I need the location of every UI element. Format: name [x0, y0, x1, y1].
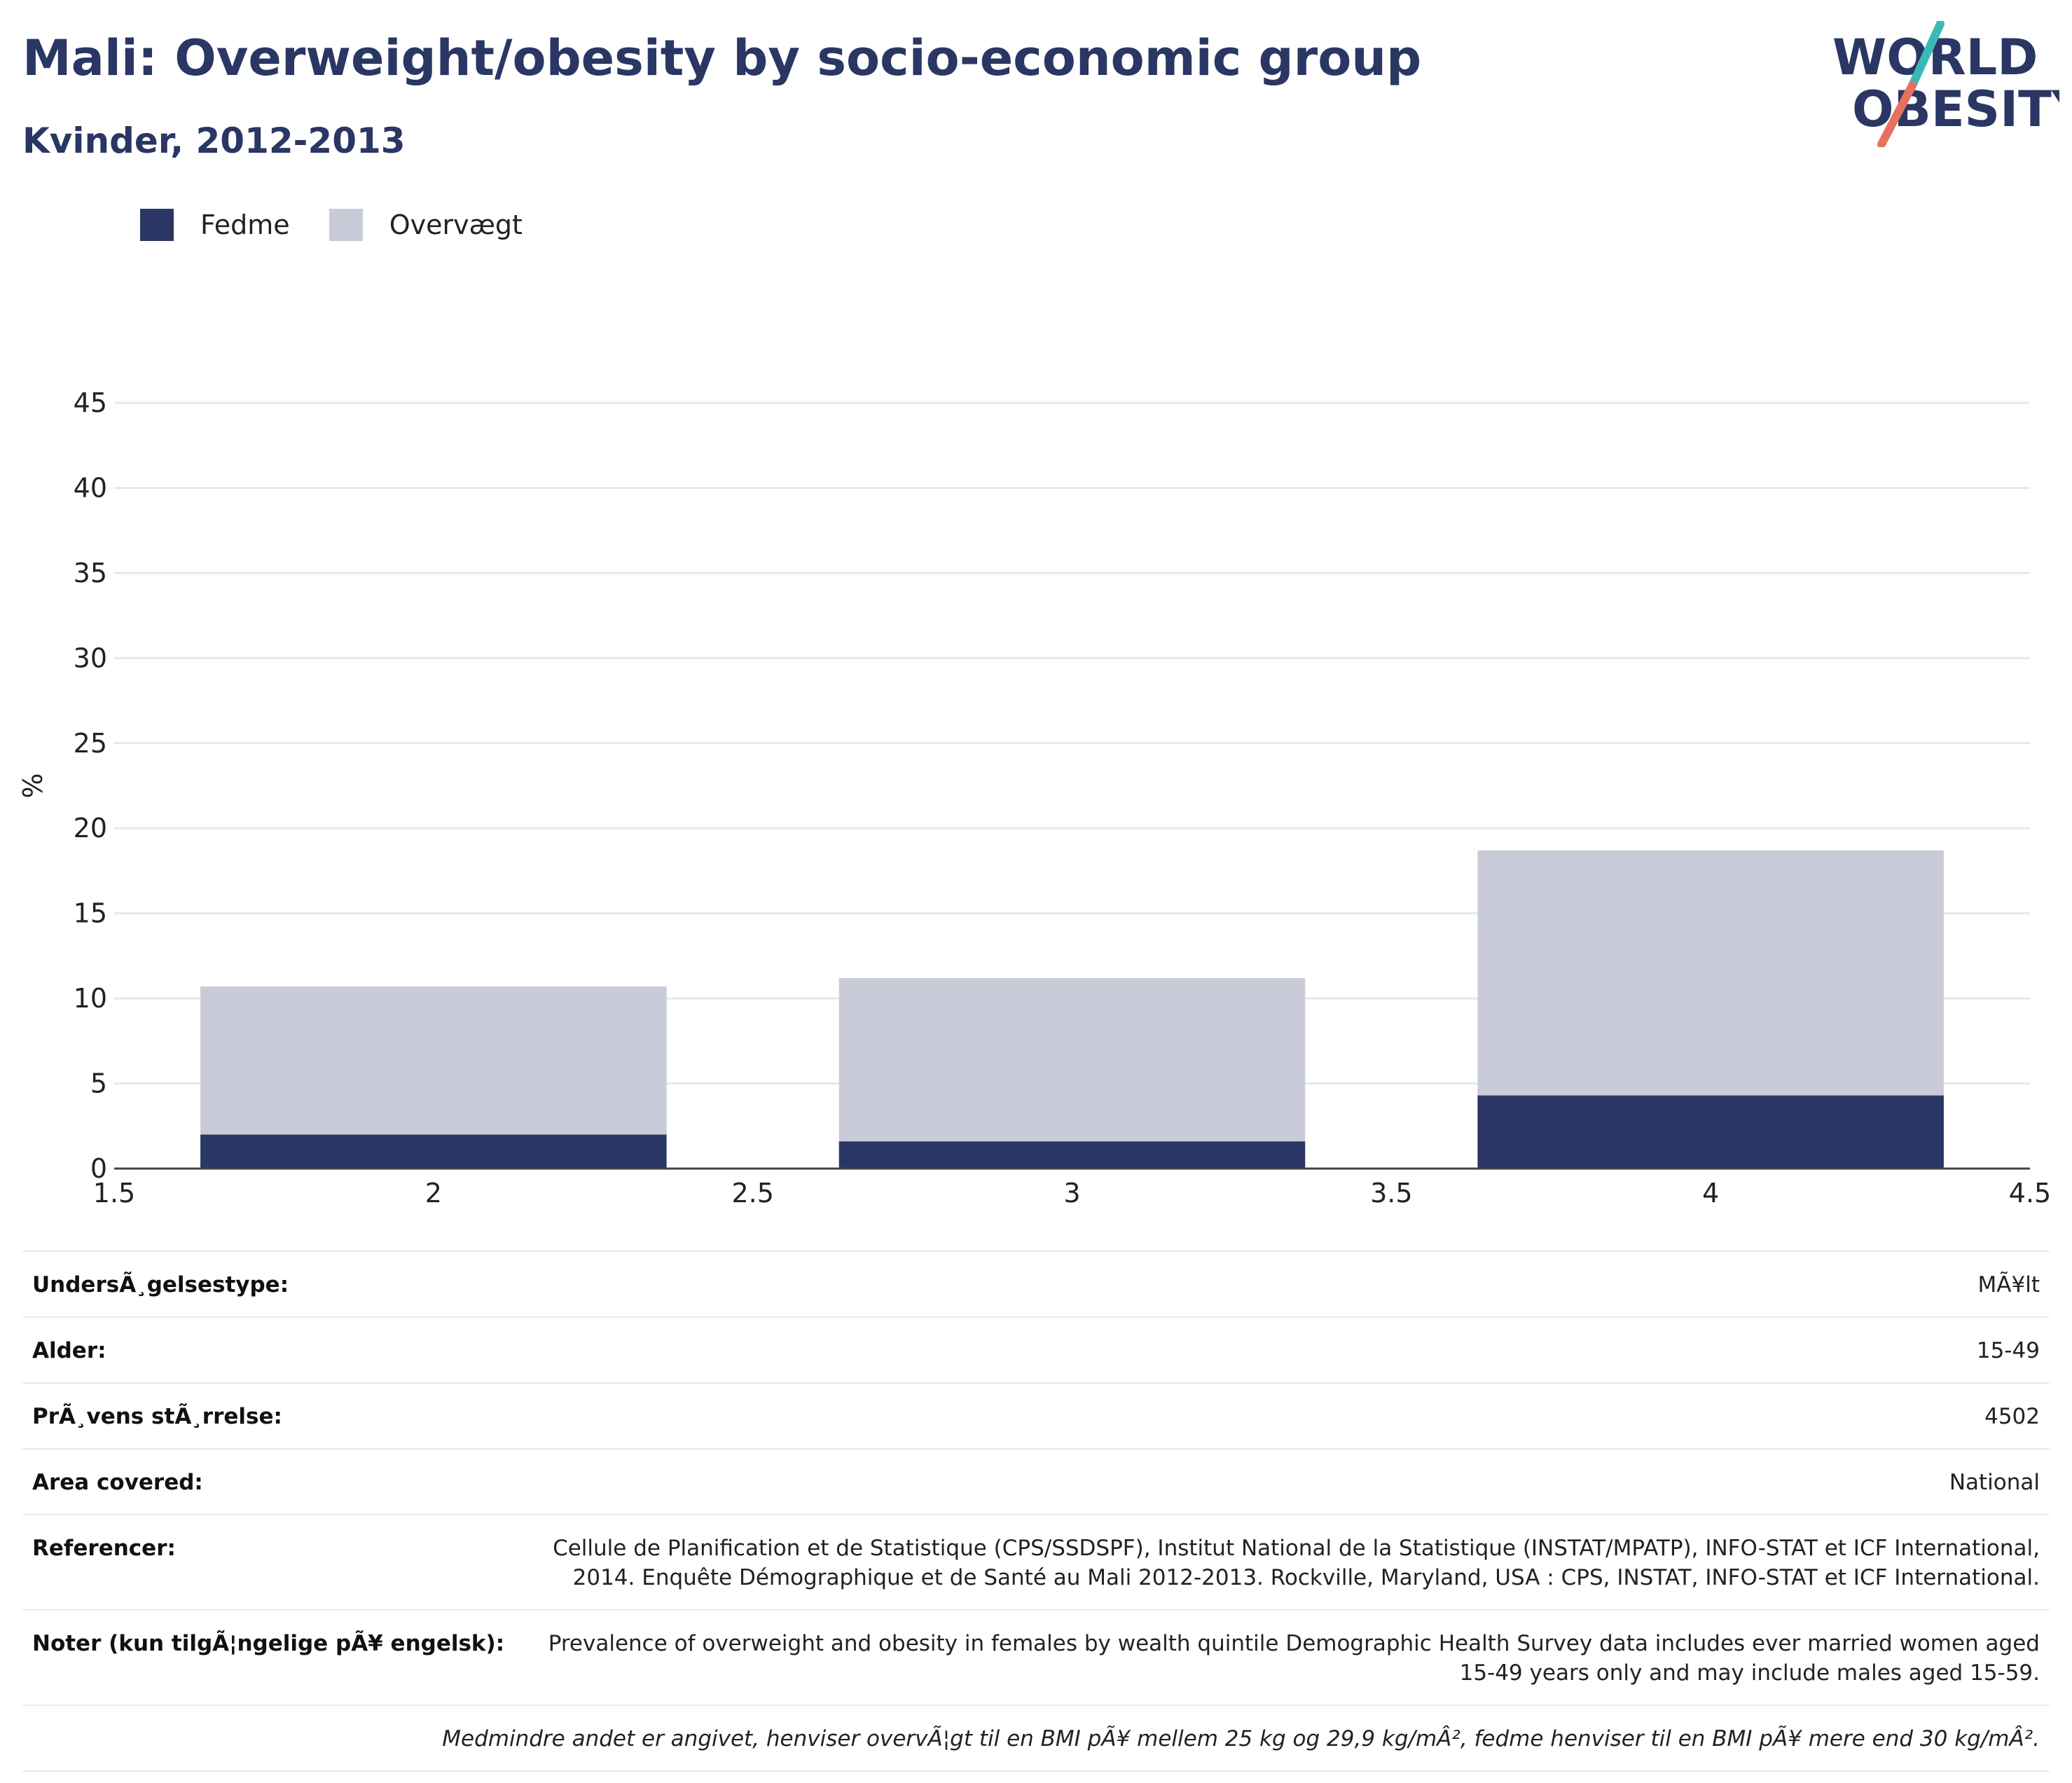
x-tick-label: 2.5	[731, 1178, 773, 1205]
meta-value: Prevalence of overweight and obesity in …	[548, 1631, 2040, 1686]
legend-swatch-overvaegt	[329, 209, 363, 241]
legend-label-fedme: Fedme	[200, 209, 290, 240]
meta-label: Referencer:	[32, 1536, 176, 1561]
y-tick-label: 15	[74, 898, 107, 929]
meta-row-sample-size: PrÃ¸vens stÃ¸rrelse: 4502	[22, 1384, 2050, 1450]
meta-value: 15-49	[1976, 1338, 2040, 1363]
svg-text:OBESITY: OBESITY	[1852, 81, 2059, 138]
chart-subtitle: Kvinder, 2012-2013	[22, 121, 406, 161]
y-tick-label: 0	[90, 1153, 107, 1184]
bar-overvgt	[838, 977, 1306, 1142]
bmi-footnote: Medmindre andet er angivet, henviser ove…	[442, 1726, 2040, 1751]
y-tick-label: 25	[74, 728, 107, 759]
y-tick-label: 10	[74, 983, 107, 1014]
meta-value: National	[1949, 1470, 2040, 1495]
legend-item-overvaegt[interactable]: Overvægt	[329, 209, 523, 241]
meta-label: Noter (kun tilgÃ¦ngelige pÃ¥ engelsk):	[32, 1631, 505, 1656]
chart-title: Mali: Overweight/obesity by socio-econom…	[22, 29, 1422, 87]
x-tick-label: 4.5	[2009, 1178, 2051, 1205]
meta-label: Alder:	[32, 1338, 106, 1363]
y-tick-label: 20	[74, 813, 107, 844]
y-axis-label: %	[18, 773, 48, 798]
y-tick-label: 35	[74, 558, 107, 588]
chart-legend: Fedme Overvægt	[140, 209, 562, 241]
meta-row-survey-type: UndersÃ¸gelsestype: MÃ¥lt	[22, 1252, 2050, 1318]
metadata-table: UndersÃ¸gelsestype: MÃ¥lt Alder: 15-49 P…	[22, 1251, 2050, 1772]
meta-value: MÃ¥lt	[1977, 1272, 2040, 1297]
meta-row-footnote: Medmindre andet er angivet, henviser ove…	[22, 1706, 2050, 1772]
y-tick-label: 30	[74, 642, 107, 673]
bar-fedme	[838, 1141, 1306, 1169]
world-obesity-logo: WORLD OBESITY	[1832, 21, 2059, 147]
legend-item-fedme[interactable]: Fedme	[140, 209, 290, 241]
meta-value: Cellule de Planification et de Statistiq…	[553, 1536, 2040, 1590]
bar-overvgt	[1477, 850, 1944, 1096]
bar-overvgt	[200, 986, 667, 1135]
meta-label: PrÃ¸vens stÃ¸rrelse:	[32, 1404, 282, 1429]
meta-row-age: Alder: 15-49	[22, 1318, 2050, 1384]
bar-fedme	[200, 1134, 667, 1169]
y-tick-label: 5	[90, 1068, 107, 1099]
meta-row-area: Area covered: National	[22, 1450, 2050, 1515]
meta-row-references: Referencer: Cellule de Planification et …	[22, 1515, 2050, 1611]
y-tick-label: 45	[74, 387, 107, 418]
meta-label: UndersÃ¸gelsestype:	[32, 1272, 289, 1297]
bar-fedme	[1477, 1095, 1944, 1169]
x-tick-label: 1.5	[93, 1178, 135, 1205]
meta-row-notes: Noter (kun tilgÃ¦ngelige pÃ¥ engelsk): P…	[22, 1611, 2050, 1706]
legend-swatch-fedme	[140, 209, 174, 241]
x-tick-label: 4	[1702, 1178, 1719, 1205]
legend-label-overvaegt: Overvægt	[389, 209, 523, 240]
stacked-bar-chart: 0 5 10 15 20 25 30 35 40 45% 1.5 2 2.5 3 3.5 4 4.5	[18, 387, 2051, 1205]
meta-value: 4502	[1984, 1404, 2040, 1429]
meta-label: Area covered:	[32, 1470, 203, 1495]
y-tick-label: 40	[74, 472, 107, 503]
x-tick-label: 3.5	[1370, 1178, 1412, 1205]
x-tick-label: 2	[425, 1178, 442, 1205]
x-tick-label: 3	[1063, 1178, 1080, 1205]
